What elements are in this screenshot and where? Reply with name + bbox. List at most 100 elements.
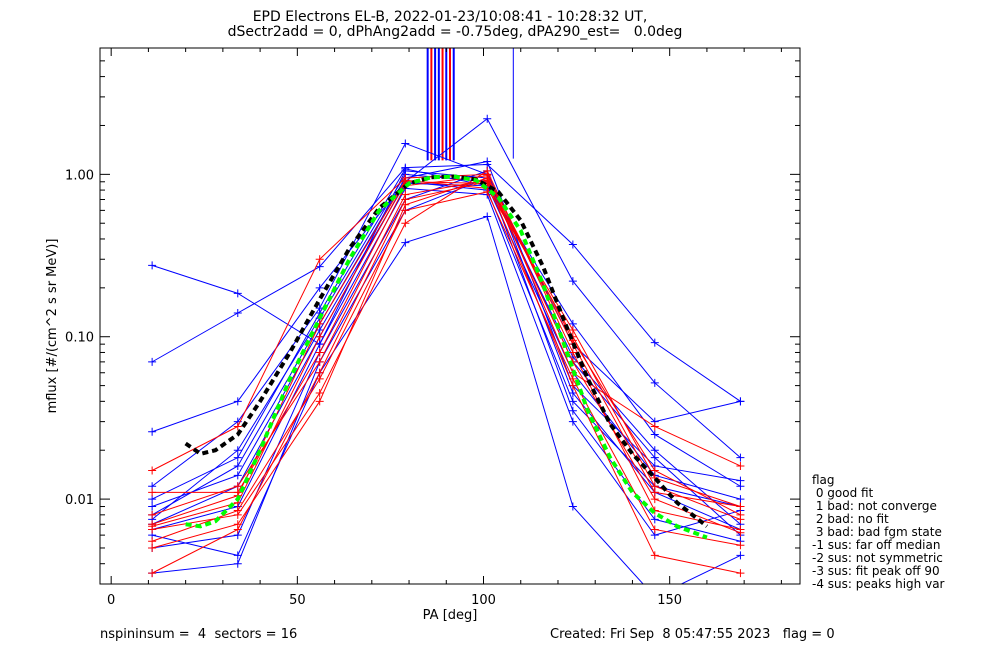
legend-item: 0 good fit <box>812 486 874 500</box>
data-point <box>650 422 659 431</box>
data-point <box>650 453 659 462</box>
legend-item: 2 bad: no fit <box>812 512 889 526</box>
data-point <box>568 389 577 398</box>
clipped-data <box>148 48 745 584</box>
data-point <box>315 340 324 349</box>
data-point <box>148 488 157 497</box>
data-point <box>233 422 242 431</box>
data-point <box>148 510 157 519</box>
data-point <box>148 495 157 504</box>
data-point <box>650 482 659 491</box>
data-point <box>148 466 157 475</box>
series-line <box>151 191 741 546</box>
data-point <box>483 157 492 166</box>
data-point <box>233 525 242 534</box>
series-line <box>151 170 741 536</box>
data-point <box>650 551 659 560</box>
data-point <box>148 502 157 511</box>
legend-item: -3 sus: fit peak off 90 <box>812 564 940 578</box>
legend-item: -1 sus: far off median <box>812 538 941 552</box>
data-point <box>568 326 577 335</box>
data-point <box>315 262 324 271</box>
series-line <box>151 168 741 500</box>
data-point <box>650 430 659 439</box>
y-axis-label: mflux [#/(cm^2 s sr MeV)] <box>45 239 60 414</box>
series-line <box>151 163 741 402</box>
data-layer <box>148 48 745 584</box>
data-point <box>736 495 745 504</box>
data-point <box>736 541 745 550</box>
data-point <box>233 551 242 560</box>
legend-item: 3 bad: bad fgm state <box>812 525 942 539</box>
data-point <box>650 515 659 524</box>
data-point <box>650 466 659 475</box>
data-point <box>401 219 410 228</box>
data-point <box>736 528 745 537</box>
series-line <box>152 170 741 530</box>
data-point <box>233 289 242 298</box>
chart-subtitle: dSectr2add = 0, dPhAng2add = -0.75deg, d… <box>227 24 683 40</box>
data-point <box>650 495 659 504</box>
data-point <box>315 348 324 357</box>
data-point <box>148 357 157 366</box>
data-point <box>148 537 157 546</box>
data-point <box>736 569 745 578</box>
series-line <box>151 179 741 525</box>
data-point <box>401 139 410 148</box>
data-point <box>736 551 745 560</box>
series-line <box>151 179 741 534</box>
data-point <box>233 559 242 568</box>
data-point <box>233 506 242 515</box>
fit-curve-green <box>185 174 708 540</box>
x-tick-label: 150 <box>657 593 682 608</box>
series-line <box>151 181 741 574</box>
data-point <box>483 114 492 123</box>
legend-item: -4 sus: peaks high var <box>812 577 945 591</box>
data-point <box>233 482 242 491</box>
data-point <box>315 397 324 406</box>
fit-curve-black <box>184 174 709 528</box>
data-point <box>736 515 745 524</box>
data-point <box>148 569 157 578</box>
data-point <box>148 427 157 436</box>
axes-layer: 0 50 100 150 0.01 0.10 1.00 PA [deg] mflux [#/(c… <box>45 48 800 623</box>
footer-right: Created: Fri Sep 8 05:47:55 2023 flag = … <box>550 627 835 642</box>
data-point <box>483 176 492 185</box>
data-point <box>568 406 577 415</box>
legend-item: 1 bad: not converge <box>812 499 937 513</box>
data-point <box>736 397 745 406</box>
data-point <box>401 176 410 185</box>
data-point <box>568 397 577 406</box>
data-point <box>736 453 745 462</box>
data-point <box>148 261 157 270</box>
data-point <box>233 308 242 317</box>
footer-left: nspininsum = 4 sectors = 16 <box>100 627 298 642</box>
data-point <box>568 240 577 249</box>
data-point <box>233 471 242 480</box>
x-tick-label: 50 <box>289 593 306 608</box>
x-tick-label: 0 <box>107 593 115 608</box>
data-point <box>650 525 659 534</box>
series-line <box>152 215 741 584</box>
plot-frame <box>99 47 801 585</box>
data-point <box>568 374 577 383</box>
y-tick-label: 0.10 <box>65 331 94 346</box>
series-line <box>151 160 741 516</box>
data-point <box>736 482 745 491</box>
series-line <box>151 117 741 459</box>
legend: flag 0 good fit 1 bad: not converge 2 ba… <box>812 474 944 591</box>
data-point <box>233 453 242 462</box>
data-point <box>568 417 577 426</box>
data-point <box>736 502 745 511</box>
data-point <box>148 543 157 552</box>
legend-title: flag <box>812 473 835 487</box>
data-point <box>736 461 745 470</box>
y-tick-label: 0.01 <box>65 493 94 508</box>
data-point <box>401 238 410 247</box>
data-point <box>483 212 492 221</box>
series-line <box>151 181 741 527</box>
x-axis-label: PA [deg] <box>423 608 478 623</box>
series-line <box>152 177 741 574</box>
data-point <box>148 520 157 529</box>
